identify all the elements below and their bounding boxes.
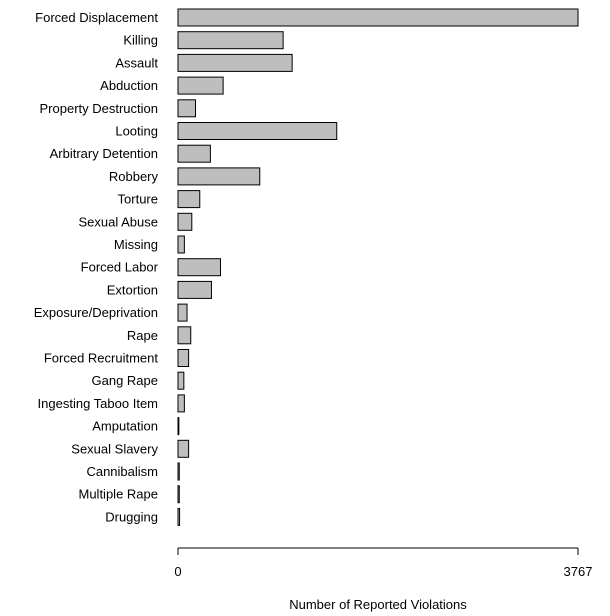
category-label: Extortion bbox=[107, 282, 158, 297]
x-axis: 0 3767 bbox=[174, 547, 593, 579]
bar bbox=[177, 31, 284, 50]
bar bbox=[177, 326, 192, 345]
category-label: Ingesting Taboo Item bbox=[38, 396, 158, 411]
bar bbox=[177, 371, 185, 390]
bar bbox=[177, 122, 338, 140]
category-label: Cannibalism bbox=[86, 464, 158, 479]
category-label: Rape bbox=[127, 328, 158, 343]
bar bbox=[177, 76, 224, 95]
category-label: Killing bbox=[123, 33, 158, 48]
category-label: Drugging bbox=[105, 509, 158, 524]
category-label: Forced Recruitment bbox=[44, 351, 159, 366]
category-label: Assault bbox=[115, 55, 158, 70]
category-label: Sexual Abuse bbox=[78, 214, 158, 229]
category-label: Property Destruction bbox=[40, 101, 159, 116]
category-label: Gang Rape bbox=[92, 373, 159, 388]
bar bbox=[177, 349, 190, 367]
category-label: Exposure/Deprivation bbox=[34, 305, 158, 320]
category-label: Multiple Rape bbox=[79, 487, 159, 502]
bar bbox=[177, 417, 180, 436]
bar bbox=[177, 212, 193, 231]
category-label: Missing bbox=[114, 237, 158, 252]
category-label: Looting bbox=[115, 124, 158, 139]
bar bbox=[177, 235, 185, 254]
category-labels: Forced Displacement Killing Assault Abducti… bbox=[34, 10, 159, 524]
category-label: Forced Labor bbox=[81, 260, 159, 275]
bar bbox=[177, 258, 221, 277]
bar bbox=[177, 53, 293, 72]
category-label: Robbery bbox=[109, 169, 159, 184]
bar bbox=[177, 439, 190, 458]
category-label: Torture bbox=[118, 192, 158, 207]
bar bbox=[177, 144, 211, 163]
bars bbox=[177, 8, 579, 526]
bar bbox=[177, 280, 212, 299]
bar bbox=[177, 394, 185, 413]
bar bbox=[177, 303, 188, 322]
x-axis-title: Number of Reported Violations bbox=[289, 597, 467, 612]
bar bbox=[177, 99, 197, 118]
bar bbox=[177, 507, 181, 526]
bar bbox=[177, 8, 579, 27]
bar bbox=[177, 462, 180, 481]
category-label: Amputation bbox=[92, 419, 158, 434]
x-tick-label-0: 0 bbox=[174, 564, 181, 579]
category-label: Sexual Slavery bbox=[71, 441, 158, 456]
bar bbox=[177, 485, 180, 504]
x-tick-label-max: 3767 bbox=[564, 564, 593, 579]
category-label: Arbitrary Detention bbox=[50, 146, 158, 161]
bar bbox=[177, 167, 261, 186]
bar bbox=[177, 190, 201, 209]
category-label: Forced Displacement bbox=[35, 10, 158, 25]
category-label: Abduction bbox=[100, 78, 158, 93]
